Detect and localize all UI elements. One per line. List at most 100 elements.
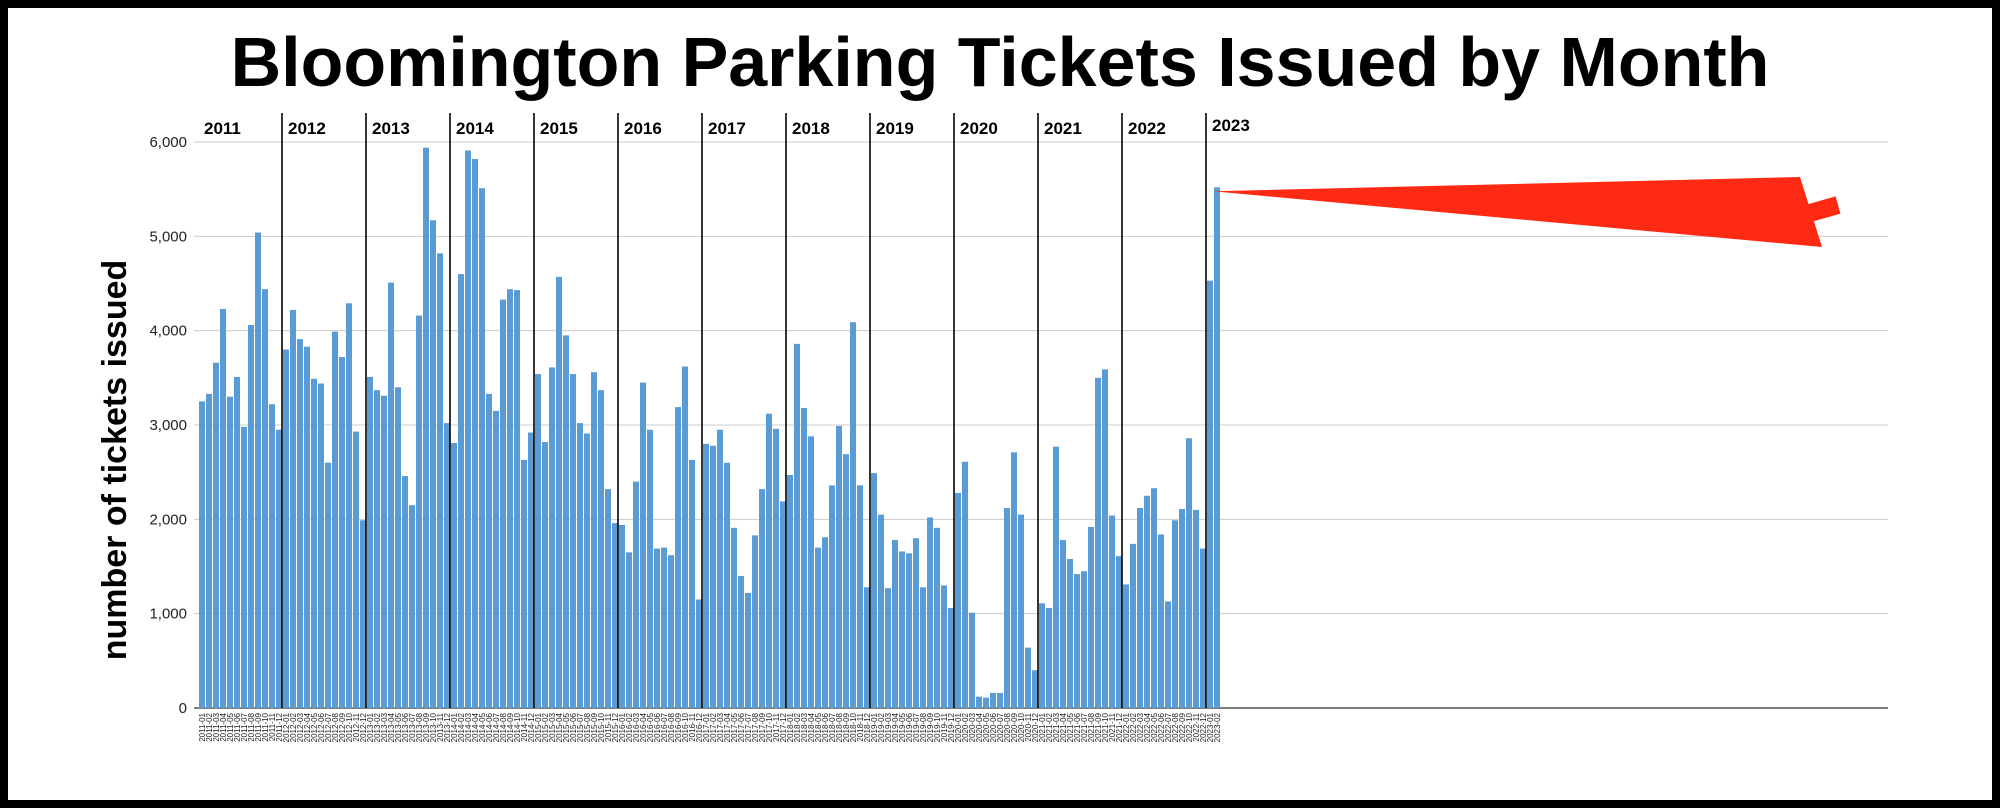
bar	[1116, 556, 1122, 708]
bar	[1158, 534, 1164, 708]
bar	[605, 489, 611, 708]
x-tick-label: 2013-01	[366, 712, 375, 742]
red-arrow-annotation	[1213, 177, 1841, 247]
bar	[402, 475, 408, 708]
x-tick-label: 2013-02	[373, 712, 382, 742]
bar	[528, 432, 534, 708]
x-tick-label: 2023-01	[1206, 712, 1215, 742]
x-tick-label: 2016-10	[681, 712, 690, 742]
bar	[1088, 526, 1094, 708]
x-tick-label: 2014-08	[499, 712, 508, 742]
x-tick-label: 2016-06	[653, 712, 662, 742]
bars	[199, 147, 1220, 709]
x-tick-label: 2015-06	[569, 712, 578, 742]
bar	[500, 299, 506, 708]
bar	[269, 404, 275, 708]
y-tick-label: 0	[179, 700, 187, 717]
bar	[472, 158, 478, 709]
bar	[570, 374, 576, 708]
x-tick-label: 2016-03	[632, 712, 641, 742]
bar	[1172, 520, 1178, 708]
bar	[990, 692, 996, 708]
x-tick-label: 2011-01	[198, 712, 207, 741]
x-tick-label: 2017-03	[716, 712, 725, 742]
x-tick-label: 2014-01	[450, 712, 459, 742]
x-tick-label: 2011-04	[219, 712, 228, 741]
x-tick-label: 2012-02	[289, 712, 298, 742]
x-tick-label: 2016-07	[660, 712, 669, 742]
bar	[962, 461, 968, 708]
x-tick-label: 2020-02	[961, 712, 970, 742]
year-label: 2011	[204, 119, 241, 138]
x-tick-label: 2011-07	[240, 712, 249, 741]
x-tick-label: 2019-08	[919, 712, 928, 742]
x-tick-label: 2015-10	[597, 712, 606, 742]
x-tick-label: 2019-05	[898, 712, 907, 742]
bar	[920, 587, 926, 708]
x-tick-label: 2022-06	[1157, 712, 1166, 742]
bar	[696, 599, 702, 708]
bar	[927, 517, 933, 708]
bar	[794, 343, 800, 708]
x-tick-label: 2022-05	[1150, 712, 1159, 742]
x-tick-label: 2018-01	[786, 712, 795, 742]
bar	[822, 537, 828, 708]
x-tick-label: 2022-07	[1164, 712, 1173, 742]
bar	[1074, 574, 1080, 708]
bar	[619, 524, 625, 708]
x-tick-label: 2022-04	[1143, 712, 1152, 742]
chart-title: Bloomington Parking Tickets Issued by Mo…	[230, 23, 1770, 101]
x-tick-label: 2021-11	[1108, 712, 1117, 741]
bar	[255, 232, 261, 708]
bar	[346, 303, 352, 708]
bar	[304, 346, 310, 708]
bar	[199, 401, 205, 708]
bar	[780, 501, 786, 708]
bar	[1214, 187, 1220, 708]
x-tick-label: 2015-01	[534, 712, 543, 742]
y-tick-label: 1,000	[149, 606, 187, 623]
x-tick-label: 2018-05	[814, 712, 823, 742]
x-tick-label: 2023-02	[1213, 712, 1222, 742]
x-tick-label: 2019-11	[940, 712, 949, 741]
x-tick-label: 2014-10	[513, 712, 522, 742]
x-tick-label: 2018-06	[821, 712, 830, 742]
bar	[640, 382, 646, 708]
x-tick-label: 2021-10	[1101, 712, 1110, 742]
x-tick-label: 2016-11	[688, 712, 697, 741]
x-tick-label: 2018-08	[835, 712, 844, 742]
x-tick-label: 2021-03	[1052, 712, 1061, 742]
bar	[213, 362, 219, 708]
x-tick-label: 2022-11	[1192, 712, 1201, 741]
x-tick-label: 2015-03	[548, 712, 557, 742]
bar	[654, 548, 660, 708]
bar	[493, 410, 499, 708]
bar	[1179, 508, 1185, 708]
bar	[850, 322, 856, 708]
bar	[808, 436, 814, 708]
year-label: 2013	[372, 119, 410, 138]
bar	[1046, 608, 1052, 708]
year-label: 2021	[1044, 119, 1082, 138]
x-tick-label: 2022-03	[1136, 712, 1145, 742]
x-tick-label: 2015-04	[555, 712, 564, 742]
bar	[717, 429, 723, 708]
bar	[829, 485, 835, 708]
year-label: 2018	[792, 119, 830, 138]
x-tick-label: 2017-05	[730, 712, 739, 742]
x-tick-label: 2021-05	[1066, 712, 1075, 742]
x-tick-label: 2012-04	[303, 712, 312, 742]
x-tick-label: 2016-01	[618, 712, 627, 742]
x-tick-label: 2021-06	[1073, 712, 1082, 742]
x-tick-label: 2018-02	[793, 712, 802, 742]
x-tick-label: 2011-09	[254, 712, 263, 741]
x-tick-label: 2011-05	[226, 712, 235, 741]
x-tick-label: 2014-05	[478, 712, 487, 742]
x-tick-label: 2022-01	[1122, 712, 1131, 742]
bar	[969, 612, 975, 708]
x-tick-label: 2015-05	[562, 712, 571, 742]
bar	[584, 433, 590, 708]
x-tick-label: 2012-05	[310, 712, 319, 742]
x-tick-label: 2020-07	[996, 712, 1005, 742]
bar	[367, 376, 373, 708]
